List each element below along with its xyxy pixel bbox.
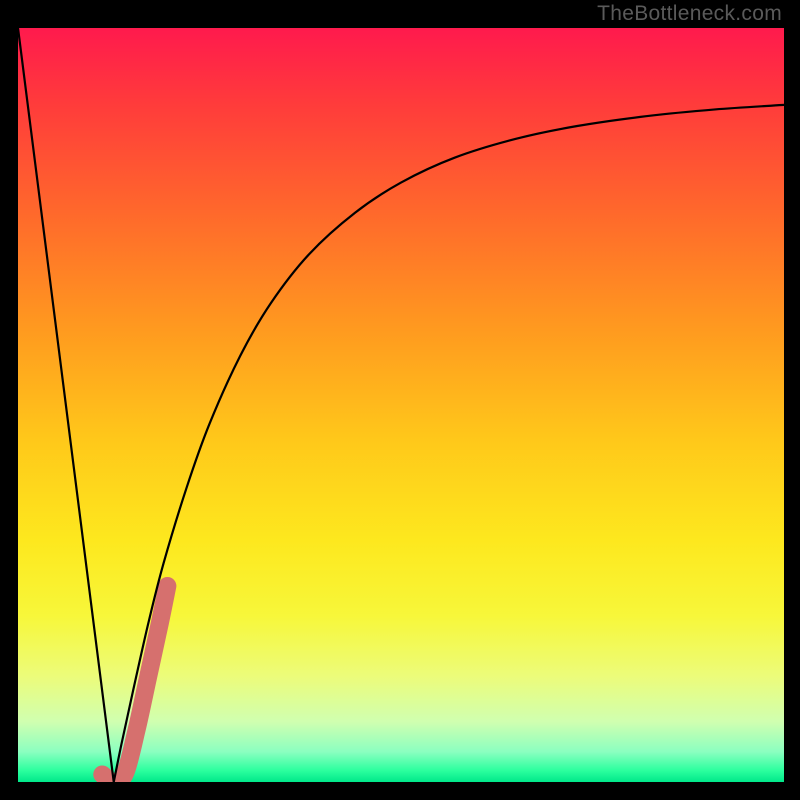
watermark-text: TheBottleneck.com (597, 2, 782, 26)
curve-layer (18, 28, 784, 782)
plot-area (18, 28, 784, 782)
chart-container: TheBottleneck.com (0, 0, 800, 800)
bottleneck-curve (18, 28, 784, 782)
